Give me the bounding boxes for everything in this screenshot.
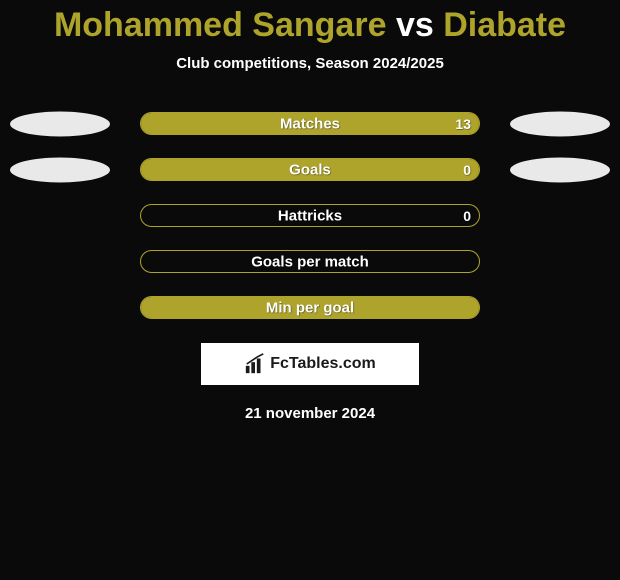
brand-badge: FcTables.com xyxy=(201,343,419,385)
stat-row: Min per goal xyxy=(0,296,620,319)
bar-value-right: 0 xyxy=(463,162,471,178)
bar-container: Matches 13 xyxy=(140,112,480,135)
bar-container: Hattricks 0 xyxy=(140,204,480,227)
bar-chart-icon xyxy=(244,353,266,375)
title-vs: vs xyxy=(396,6,434,44)
bar-value-right: 0 xyxy=(463,208,471,224)
bar-track: Hattricks 0 xyxy=(140,204,480,227)
stat-row: Matches 13 xyxy=(0,112,620,135)
bar-container: Goals 0 xyxy=(140,158,480,181)
bar-track: Matches 13 xyxy=(140,112,480,135)
brand-text: FcTables.com xyxy=(270,355,376,373)
right-dot xyxy=(510,157,610,182)
stats-container: Matches 13 Goals 0 Hattricks 0 Goals per match… xyxy=(0,112,620,319)
title-player1: Mohammed Sangare xyxy=(54,6,387,44)
right-dot xyxy=(510,111,610,136)
stat-row: Goals 0 xyxy=(0,158,620,181)
stat-row: Hattricks 0 xyxy=(0,204,620,227)
bar-track: Min per goal xyxy=(140,296,480,319)
bar-track: Goals 0 xyxy=(140,158,480,181)
bar-container: Min per goal xyxy=(140,296,480,319)
left-dot xyxy=(10,111,110,136)
bar-label: Min per goal xyxy=(266,299,354,316)
title-player2: Diabate xyxy=(443,6,566,44)
bar-label: Goals per match xyxy=(251,253,369,270)
bar-label: Matches xyxy=(280,115,340,132)
bar-label: Goals xyxy=(289,161,331,178)
date-text: 21 november 2024 xyxy=(0,405,620,422)
bar-container: Goals per match xyxy=(140,250,480,273)
subtitle: Club competitions, Season 2024/2025 xyxy=(0,55,620,72)
bar-value-right: 13 xyxy=(455,116,471,132)
left-dot xyxy=(10,157,110,182)
page-title: Mohammed Sangare vs Diabate xyxy=(0,0,620,45)
stat-row: Goals per match xyxy=(0,250,620,273)
bar-track: Goals per match xyxy=(140,250,480,273)
bar-label: Hattricks xyxy=(278,207,342,224)
